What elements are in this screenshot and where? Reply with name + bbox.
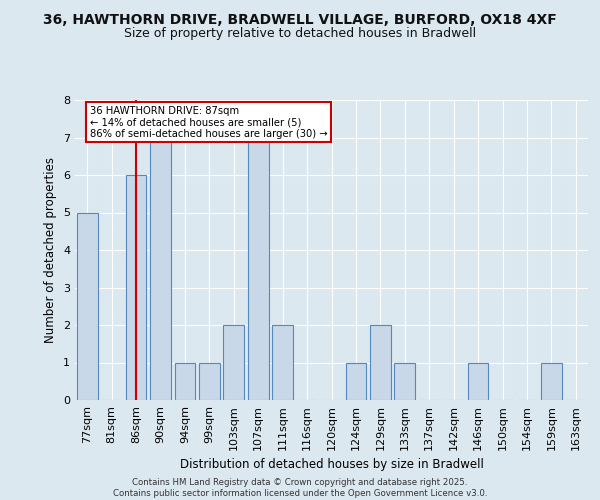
Bar [150, 138, 171, 400]
Bar [541, 362, 562, 400]
Bar [175, 362, 196, 400]
Bar [370, 325, 391, 400]
Text: 36, HAWTHORN DRIVE, BRADWELL VILLAGE, BURFORD, OX18 4XF: 36, HAWTHORN DRIVE, BRADWELL VILLAGE, BU… [43, 12, 557, 26]
Bar [77, 212, 98, 400]
X-axis label: Distribution of detached houses by size in Bradwell: Distribution of detached houses by size … [179, 458, 484, 471]
Y-axis label: Number of detached properties: Number of detached properties [44, 157, 58, 343]
Text: 36 HAWTHORN DRIVE: 87sqm
← 14% of detached houses are smaller (5)
86% of semi-de: 36 HAWTHORN DRIVE: 87sqm ← 14% of detach… [89, 106, 327, 139]
Bar [223, 325, 244, 400]
Bar [394, 362, 415, 400]
Bar [248, 138, 269, 400]
Bar [467, 362, 488, 400]
Bar [272, 325, 293, 400]
Bar [125, 175, 146, 400]
Bar [346, 362, 367, 400]
Bar [199, 362, 220, 400]
Text: Contains HM Land Registry data © Crown copyright and database right 2025.
Contai: Contains HM Land Registry data © Crown c… [113, 478, 487, 498]
Text: Size of property relative to detached houses in Bradwell: Size of property relative to detached ho… [124, 28, 476, 40]
